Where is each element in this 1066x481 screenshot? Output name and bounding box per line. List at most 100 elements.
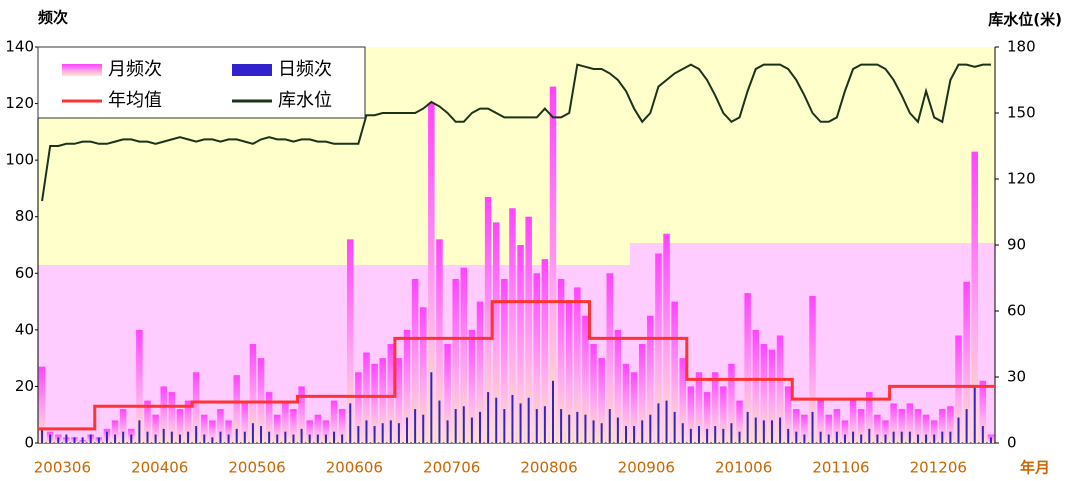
y-tick-label: 20 [15,377,34,395]
y2-tick-label: 150 [1007,104,1036,122]
bar [914,409,922,443]
bar [711,372,719,443]
y2-tick-label: 60 [1007,302,1026,320]
bar [582,315,589,443]
bar [460,267,468,443]
bar [728,363,735,443]
bar [298,386,305,443]
x-tick-label: 200806 [520,459,577,477]
bar [265,392,273,443]
bar [371,363,378,443]
y-tick-label: 0 [24,434,34,452]
bar [590,344,597,443]
legend-label: 年均值 [108,90,162,111]
bar [760,344,768,443]
y-tick-label: 120 [5,94,34,112]
bar [606,273,614,443]
y-tick-label: 80 [15,207,34,225]
bar [525,216,532,443]
bar [647,315,654,443]
bar [346,239,354,443]
bar [638,344,646,443]
bar [655,253,662,443]
bar [549,86,557,443]
x-tick-label: 201006 [715,459,772,477]
bar [963,281,970,443]
bar [192,372,200,443]
bar [144,400,151,443]
bar [882,420,889,443]
legend-swatch [62,64,102,76]
y-tick-label: 40 [15,320,34,338]
bar [703,392,711,443]
bar [695,372,703,443]
bar [517,245,524,443]
bar [152,414,159,443]
bar [184,400,192,443]
y2-tick-label: 30 [1007,368,1026,386]
x-tick-label: 200506 [228,459,285,477]
bar [801,414,808,443]
y2-axis-title: 库水位(米) [988,11,1062,29]
x-tick-label: 201106 [812,459,869,477]
bar [809,295,816,443]
bar [241,400,249,443]
y2-tick-label: 0 [1007,434,1017,452]
bar [671,301,678,443]
x-axis-title: 年月 [1020,459,1050,477]
y-axis-title: 频次 [38,9,68,27]
bar [898,409,905,443]
bar [411,278,419,443]
x-tick-label: 200306 [34,459,91,477]
bar [939,409,946,443]
mean-line [38,300,995,431]
bar [249,344,257,443]
bar [225,420,232,443]
y-tick-label: 100 [5,151,34,169]
legend-label: 日频次 [278,59,332,80]
bar [744,293,751,443]
bar [922,414,930,443]
bar [955,335,962,443]
bar [574,287,581,443]
bar [720,386,727,443]
bar [168,392,176,443]
bar [841,420,849,443]
bar [533,273,541,443]
bar [444,344,451,443]
bar [355,372,362,443]
bar [614,329,622,443]
bar [436,239,443,443]
bar [630,372,638,443]
bar [452,278,459,443]
bar [428,103,435,444]
x-tick-label: 201206 [910,459,967,477]
bar [849,400,857,443]
x-tick-label: 200406 [131,459,188,477]
bar [119,409,127,443]
bar [136,329,143,443]
y2-tick-label: 180 [1007,38,1036,56]
bar [906,403,914,443]
bar [111,420,119,443]
bar [947,406,954,443]
bar [322,420,330,443]
legend-box [37,46,366,119]
bar [557,278,565,443]
bar [314,414,322,443]
bar [833,409,841,443]
bar [160,386,167,443]
bar [793,409,800,443]
bar [387,344,395,443]
bar [622,363,630,443]
x-tick-label: 200906 [618,459,675,477]
bar [379,358,386,443]
bar [736,400,743,443]
x-tick-label: 200706 [423,459,480,477]
bar [492,222,500,443]
bar [874,414,881,443]
legend-label: 库水位 [278,90,332,111]
bar [930,420,938,443]
bar [825,414,832,443]
